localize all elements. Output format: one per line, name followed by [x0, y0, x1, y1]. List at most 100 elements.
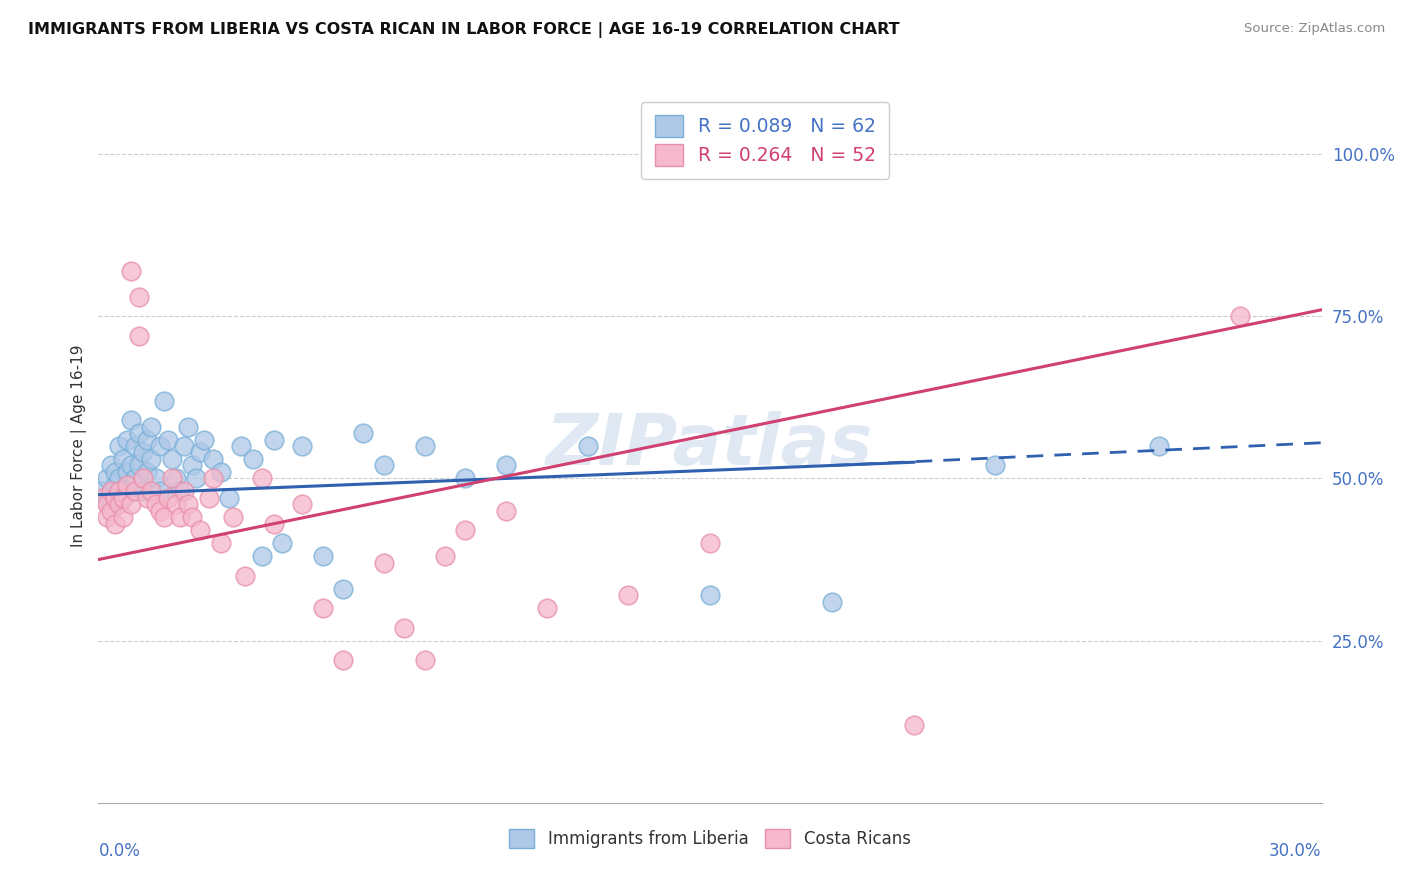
Point [984, 458, 1007, 473]
Point [149, 484, 172, 499]
Point [115, 465, 138, 479]
Point [111, 491, 134, 505]
Point [152, 510, 174, 524]
Point [100, 504, 122, 518]
Point [104, 491, 127, 505]
Point [291, 497, 314, 511]
Point [120, 458, 142, 473]
Point [128, 290, 150, 304]
Point [536, 601, 558, 615]
Point [169, 510, 191, 524]
Point [141, 452, 163, 467]
Point [108, 484, 131, 499]
Point [373, 458, 395, 473]
Point [124, 484, 146, 499]
Point [201, 452, 224, 467]
Point [132, 471, 155, 485]
Point [169, 484, 191, 499]
Point [270, 536, 294, 550]
Point [104, 516, 127, 531]
Point [233, 568, 256, 582]
Point [699, 536, 721, 550]
Point [454, 471, 477, 485]
Point [108, 471, 131, 485]
Point [120, 497, 142, 511]
Point [413, 439, 436, 453]
Point [145, 471, 167, 485]
Point [332, 653, 354, 667]
Point [104, 478, 127, 492]
Point [201, 471, 224, 485]
Point [495, 504, 517, 518]
Point [156, 491, 179, 505]
Point [111, 491, 134, 505]
Point [96, 497, 118, 511]
Point [132, 445, 155, 459]
Point [136, 465, 159, 479]
Point [100, 484, 122, 499]
Point [96, 510, 118, 524]
Point [152, 393, 174, 408]
Point [141, 419, 163, 434]
Point [156, 433, 179, 447]
Point [312, 601, 335, 615]
Point [373, 556, 395, 570]
Point [136, 491, 159, 505]
Point [352, 425, 374, 440]
Point [222, 510, 245, 524]
Point [821, 595, 844, 609]
Point [128, 328, 150, 343]
Point [165, 497, 187, 511]
Point [173, 439, 195, 453]
Point [120, 484, 142, 499]
Point [132, 484, 155, 499]
Point [160, 452, 183, 467]
Point [495, 458, 517, 473]
Point [149, 439, 172, 453]
Point [108, 497, 131, 511]
Point [576, 439, 599, 453]
Point [413, 653, 436, 667]
Point [291, 439, 314, 453]
Point [312, 549, 335, 564]
Point [111, 452, 134, 467]
Point [145, 497, 167, 511]
Point [177, 497, 200, 511]
Point [392, 621, 416, 635]
Point [242, 452, 264, 467]
Point [332, 582, 354, 596]
Text: 0.0%: 0.0% [98, 842, 141, 860]
Point [165, 471, 187, 485]
Point [209, 536, 232, 550]
Point [188, 524, 212, 538]
Point [108, 439, 131, 453]
Point [128, 458, 150, 473]
Point [181, 458, 204, 473]
Point [115, 433, 138, 447]
Point [197, 491, 219, 505]
Text: Source: ZipAtlas.com: Source: ZipAtlas.com [1244, 22, 1385, 36]
Point [903, 718, 925, 732]
Point [617, 588, 640, 602]
Point [186, 471, 208, 485]
Point [454, 524, 477, 538]
Point [193, 433, 215, 447]
Point [250, 549, 273, 564]
Legend: Immigrants from Liberia, Costa Ricans: Immigrants from Liberia, Costa Ricans [503, 822, 917, 855]
Point [124, 471, 146, 485]
Point [1229, 310, 1251, 324]
Point [149, 504, 172, 518]
Point [128, 425, 150, 440]
Text: ZIPatlas: ZIPatlas [547, 411, 873, 481]
Y-axis label: In Labor Force | Age 16-19: In Labor Force | Age 16-19 [72, 344, 87, 548]
Point [111, 510, 134, 524]
Point [104, 465, 127, 479]
Point [100, 458, 122, 473]
Point [177, 419, 200, 434]
Point [218, 491, 240, 505]
Point [263, 433, 285, 447]
Point [699, 588, 721, 602]
Point [120, 264, 142, 278]
Point [141, 484, 163, 499]
Point [263, 516, 285, 531]
